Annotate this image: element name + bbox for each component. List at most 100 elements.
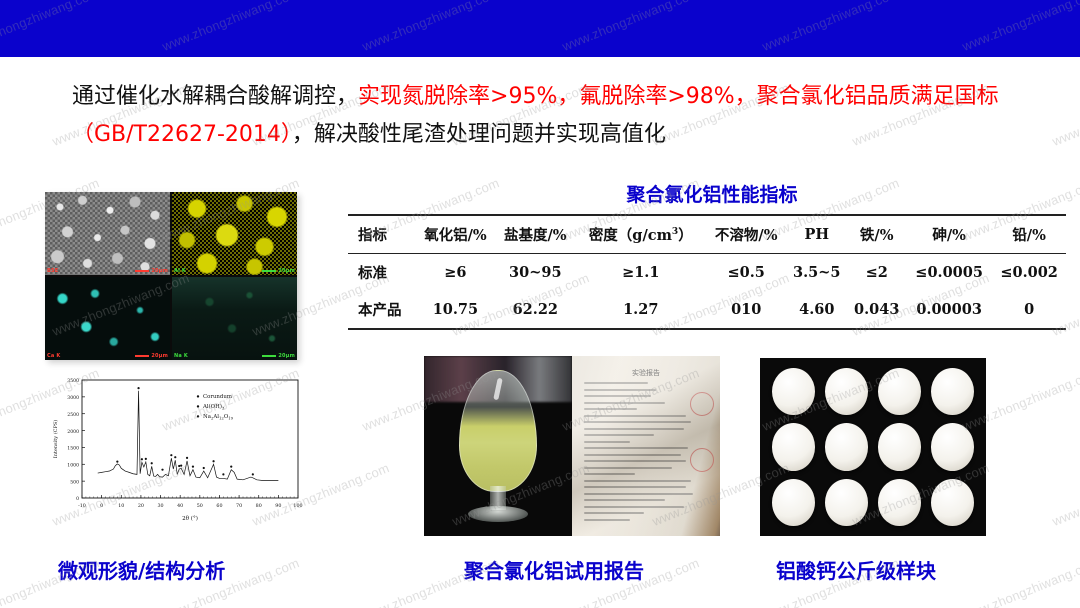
svg-text:100: 100 bbox=[293, 503, 302, 509]
th-density-tail: ） bbox=[678, 227, 693, 244]
svg-text:90: 90 bbox=[275, 503, 281, 509]
row-label: 标准 bbox=[358, 265, 387, 282]
cell: 010 bbox=[731, 301, 762, 318]
report-stamp bbox=[690, 392, 714, 416]
cell: 0.043 bbox=[854, 301, 900, 318]
th-lead: 铅/% bbox=[1012, 227, 1046, 244]
table-header-row: 指标 氧化铝/% 盐基度/% 密度（g/cm3） 不溶物/% PH 铁/% 砷/… bbox=[348, 215, 1066, 254]
report-line bbox=[584, 382, 648, 384]
report-line bbox=[584, 492, 694, 495]
disc-sample bbox=[931, 478, 974, 526]
report-line bbox=[584, 479, 691, 482]
th-density: 密度（g/cm3） bbox=[575, 215, 706, 254]
discs-photo bbox=[760, 358, 986, 536]
svg-text:Corundum: Corundum bbox=[203, 394, 232, 400]
caption-discs: 铝酸钙公斤级样块 bbox=[776, 559, 936, 583]
flask-photo bbox=[424, 356, 572, 536]
disc-sample bbox=[878, 368, 921, 416]
svg-text:60: 60 bbox=[216, 503, 222, 509]
disc-sample bbox=[772, 478, 815, 526]
sem-eds-figure: BSE 20μm Al K 20μm Ca K 20μm Na K 20μm bbox=[45, 192, 297, 360]
table-row: 本产品 10.75 62.22 1.27 010 4.60 0.043 0.00… bbox=[348, 291, 1066, 329]
flask-base bbox=[468, 506, 528, 522]
report-text-lines bbox=[584, 382, 700, 525]
report-line bbox=[584, 414, 687, 417]
sem-scale-bar: 20μm bbox=[262, 268, 295, 274]
sem-panel-label: BSE bbox=[47, 268, 59, 274]
cell: 62.22 bbox=[512, 301, 558, 318]
disc-sample bbox=[931, 423, 974, 471]
cell: ≤0.0005 bbox=[915, 264, 983, 281]
report-line bbox=[584, 486, 687, 488]
svg-text:20: 20 bbox=[138, 503, 144, 509]
svg-text:0: 0 bbox=[100, 503, 103, 509]
sem-panel-label: Ca K bbox=[47, 353, 61, 359]
cell: ≥1.1 bbox=[622, 264, 660, 281]
svg-text:40: 40 bbox=[177, 503, 183, 509]
svg-text:3000: 3000 bbox=[67, 395, 79, 401]
report-line bbox=[584, 421, 691, 423]
table-title: 聚合氯化铝性能指标 bbox=[626, 184, 798, 206]
report-line bbox=[584, 453, 682, 456]
report-title: 实验报告 bbox=[572, 368, 720, 378]
disc-sample bbox=[825, 368, 868, 416]
watermark-text: www.zhongzhiwang.com bbox=[960, 555, 1080, 608]
svg-text:10: 10 bbox=[118, 503, 124, 509]
report-stamp bbox=[690, 448, 714, 472]
table-body: 标准 ≥6 30~95 ≥1.1 ≤0.5 3.5~5 ≤2 ≤0.0005 ≤… bbox=[348, 254, 1066, 329]
th-insoluble: 不溶物/% bbox=[714, 227, 778, 244]
cell: 4.60 bbox=[799, 301, 835, 318]
sem-scale-bar: 20μm bbox=[262, 353, 295, 359]
disc-sample bbox=[878, 478, 921, 526]
cell: 30~95 bbox=[509, 264, 562, 281]
th-density-sup: 3 bbox=[671, 227, 679, 238]
th-alumina: 氧化铝/% bbox=[424, 227, 487, 244]
cell: ≤0.002 bbox=[1000, 264, 1058, 281]
flask-stem bbox=[490, 486, 506, 510]
disc-sample bbox=[825, 478, 868, 526]
report-line bbox=[584, 427, 684, 430]
svg-text:Intensity (CPS): Intensity (CPS) bbox=[52, 420, 59, 459]
svg-text:Al(OH)3: Al(OH)3 bbox=[202, 403, 225, 410]
th-indicator: 指标 bbox=[358, 227, 387, 244]
report-line bbox=[584, 447, 689, 449]
svg-text:50: 50 bbox=[197, 503, 203, 509]
svg-text:2θ (°): 2θ (°) bbox=[182, 515, 198, 522]
report-line bbox=[584, 460, 687, 462]
report-line bbox=[584, 512, 645, 514]
report-line bbox=[584, 434, 654, 436]
th-arsenic: 砷/% bbox=[932, 227, 966, 244]
table-row: 标准 ≥6 30~95 ≥1.1 ≤0.5 3.5~5 ≤2 ≤0.0005 ≤… bbox=[348, 254, 1066, 292]
cell: 3.5~5 bbox=[793, 264, 841, 281]
svg-text:2500: 2500 bbox=[67, 412, 79, 418]
sem-panel-label: Na K bbox=[174, 353, 188, 359]
svg-text:1500: 1500 bbox=[67, 446, 79, 452]
svg-text:70: 70 bbox=[236, 503, 242, 509]
sem-panel-label: Al K bbox=[174, 268, 186, 274]
report-line bbox=[584, 395, 652, 397]
report-line bbox=[584, 408, 638, 410]
row-label: 本产品 bbox=[358, 302, 402, 319]
sem-scale-bar: 20μm bbox=[135, 268, 168, 274]
intro-segment-1: 通过催化水解耦合酸解调控， bbox=[72, 84, 359, 109]
intro-paragraph: 通过催化水解耦合酸解调控，实现氮脱除率>95%，氟脱除率>98%，聚合氯化铝品质… bbox=[72, 78, 1022, 154]
xrd-chart: 0 500 1000 1500 2000 2500 3000 3500 -10 0 10 20 30 40… bbox=[48, 372, 310, 537]
report-line bbox=[584, 473, 636, 475]
disc-sample bbox=[878, 423, 921, 471]
report-line bbox=[584, 499, 666, 501]
watermark-text: www.zhongzhiwang.com bbox=[1050, 460, 1080, 529]
th-density-base: 密度（g/cm bbox=[588, 227, 672, 244]
cell: ≥6 bbox=[444, 264, 467, 281]
cell: ≤0.5 bbox=[727, 264, 765, 281]
cell: 10.75 bbox=[432, 301, 479, 318]
report-photo: 实验报告 bbox=[572, 356, 720, 536]
svg-text:1000: 1000 bbox=[67, 462, 79, 468]
caption-report: 聚合氯化铝试用报告 bbox=[464, 559, 644, 583]
th-iron: 铁/% bbox=[859, 227, 894, 244]
report-line bbox=[584, 505, 684, 508]
report-line bbox=[584, 518, 631, 521]
svg-text:30: 30 bbox=[157, 503, 163, 509]
cell: 0 bbox=[1024, 301, 1035, 318]
